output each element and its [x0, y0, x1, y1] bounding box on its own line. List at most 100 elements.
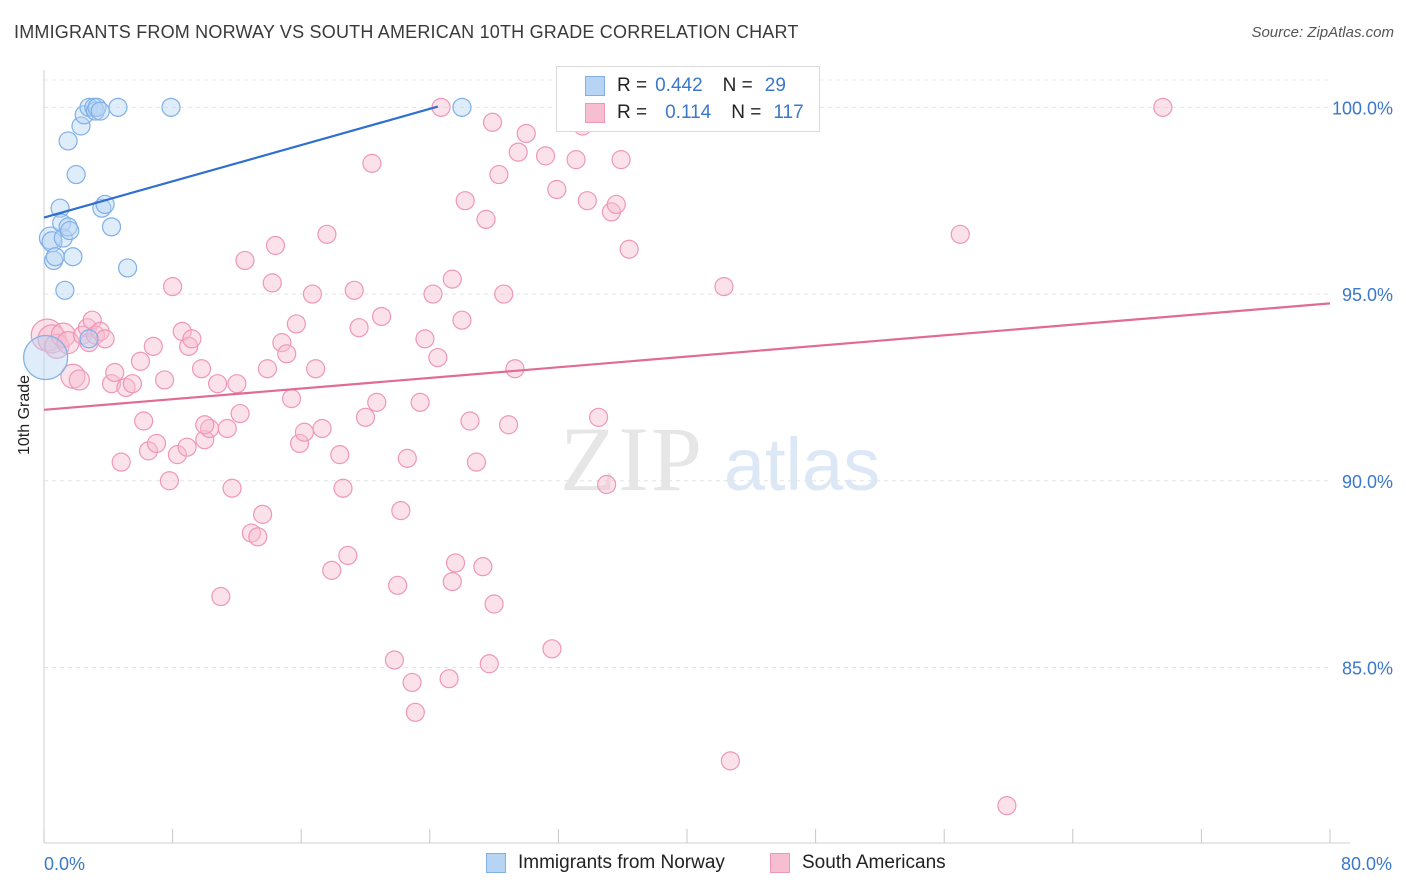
- south-americans-point: [281, 389, 302, 409]
- south-americans-point: [588, 407, 609, 427]
- norway-point: [101, 217, 122, 237]
- south-americans-point: [344, 280, 364, 300]
- trend-line-south-americans: [43, 302, 1331, 411]
- south-americans-point: [306, 359, 326, 379]
- south-americans-point: [428, 347, 448, 368]
- south-americans-point: [566, 150, 586, 170]
- south-americans-point: [167, 445, 188, 465]
- south-americans-point: [405, 702, 425, 722]
- south-americans-point: [442, 571, 462, 592]
- chart-title: IMMIGRANTS FROM NORWAY VS SOUTH AMERICAN…: [14, 22, 799, 42]
- norway-point: [452, 97, 472, 117]
- south-americans-point: [95, 329, 115, 349]
- south-americans-point: [494, 284, 514, 304]
- south-americans-point: [182, 329, 202, 349]
- legend-bottom-label-norway: Immigrants from Norway: [518, 852, 725, 873]
- south-americans-point: [402, 672, 422, 693]
- south-americans-point: [466, 452, 487, 472]
- south-americans-point: [455, 191, 475, 211]
- norway-point: [117, 258, 138, 278]
- south-americans-point: [606, 194, 626, 215]
- south-americans-point: [442, 269, 462, 289]
- south-americans-point: [248, 527, 268, 547]
- south-americans-point: [277, 344, 297, 364]
- south-americans-point: [547, 179, 567, 200]
- south-americans-point: [159, 471, 179, 491]
- trend-lines: [43, 105, 1331, 411]
- south-americans-point: [68, 369, 90, 391]
- south-americans-point: [714, 276, 734, 297]
- norway-point: [53, 228, 73, 248]
- south-americans-point: [473, 557, 493, 577]
- x-tick-label: 80.0%: [1341, 854, 1392, 874]
- legend-swatch-south-americans: [585, 103, 605, 123]
- south-americans-point: [82, 310, 102, 330]
- watermark: ZIP atlas: [560, 408, 880, 510]
- south-americans-point: [253, 504, 273, 524]
- south-americans-point: [195, 430, 215, 450]
- legend-item-norway[interactable]: Immigrants from Norway: [486, 852, 725, 874]
- south-americans-point: [611, 150, 631, 170]
- y-tick-label: 90.0%: [1342, 472, 1393, 492]
- south-americans-point: [484, 594, 504, 614]
- norway-point: [66, 164, 86, 185]
- south-americans-point: [452, 310, 472, 330]
- south-americans-point: [208, 374, 228, 394]
- tick-labels: 100.0% 95.0% 90.0% 85.0% 0.0% 80.0%: [44, 98, 1393, 874]
- south-americans-point: [257, 359, 278, 379]
- legend-n-label: N =: [722, 75, 753, 96]
- norway-point: [71, 116, 91, 136]
- south-americans-point: [597, 474, 617, 495]
- norway-point: [90, 101, 110, 121]
- south-americans-point: [322, 560, 342, 580]
- trend-line-norway: [43, 105, 439, 219]
- south-americans-point: [134, 411, 154, 431]
- south-americans-point: [317, 224, 337, 244]
- norway-point: [23, 334, 69, 381]
- south-americans-point: [542, 639, 562, 659]
- south-americans-point: [1153, 97, 1173, 117]
- south-americans-point: [410, 392, 430, 412]
- source-note: Source: ZipAtlas.com: [1251, 24, 1394, 41]
- south-americans-point: [272, 333, 292, 353]
- south-americans-point: [146, 433, 167, 454]
- south-americans-point: [227, 374, 247, 394]
- south-americans-point: [950, 224, 970, 244]
- norway-point: [55, 280, 75, 300]
- south-americans-point: [516, 123, 536, 144]
- south-americans-point: [138, 441, 159, 461]
- south-americans-point: [476, 209, 496, 229]
- south-americans-point: [388, 575, 408, 595]
- norway-point: [87, 97, 107, 117]
- south-americans-point: [265, 235, 286, 256]
- south-americans-point: [105, 362, 125, 383]
- south-americans-point: [423, 284, 443, 304]
- norway-point: [92, 198, 112, 218]
- legend-r-label-2: R =: [617, 102, 648, 123]
- south-americans-point: [482, 112, 503, 132]
- legend-r-value-south-americans: 0.114: [665, 102, 712, 123]
- south-americans-point: [367, 392, 387, 412]
- south-americans-point: [505, 359, 525, 379]
- south-americans-point: [997, 796, 1017, 816]
- south-americans-point: [230, 403, 250, 424]
- south-americans-point: [439, 669, 459, 689]
- south-americans-point: [489, 164, 509, 185]
- y-tick-label: 95.0%: [1342, 285, 1393, 305]
- south-americans-point: [362, 153, 382, 173]
- south-americans-point: [338, 545, 358, 566]
- south-americans-point: [508, 142, 528, 162]
- south-americans-point: [111, 452, 131, 472]
- norway-point: [45, 247, 65, 267]
- south-americans-point: [415, 329, 435, 349]
- south-americans-point: [130, 351, 151, 371]
- south-americans-point: [577, 191, 597, 211]
- legend-row-norway: R = 0.442 N = 29: [583, 73, 786, 99]
- legend-item-south-americans[interactable]: South Americans: [770, 852, 946, 874]
- south-americans-point: [143, 336, 163, 356]
- south-americans-point: [177, 437, 197, 457]
- south-americans-point: [289, 433, 310, 454]
- south-americans-point: [294, 422, 315, 442]
- south-americans-point: [720, 751, 741, 771]
- south-americans-point: [479, 654, 499, 674]
